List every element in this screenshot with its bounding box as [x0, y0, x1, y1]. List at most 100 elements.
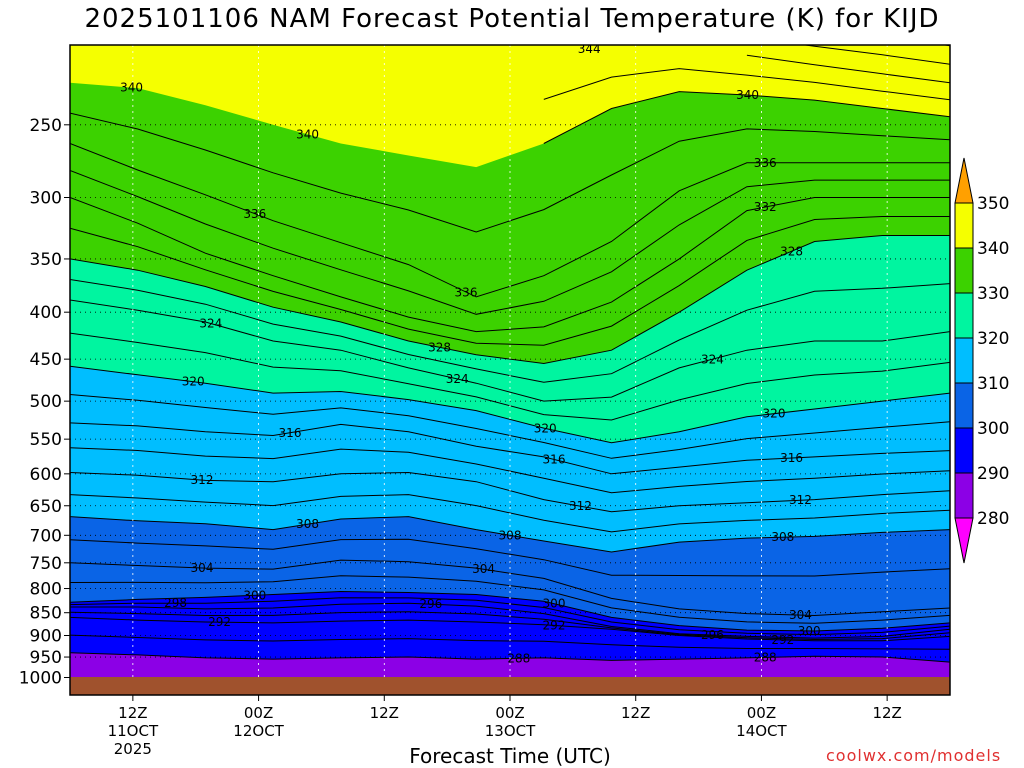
isentrope-348	[941, 45, 950, 47]
colorbar-bin-over	[954, 157, 974, 204]
contour-label: 340	[120, 81, 143, 95]
contour-label: 320	[182, 375, 205, 389]
chart-title: 2025101106 NAM Forecast Potential Temper…	[84, 4, 940, 34]
x-tick-label: 00Z	[747, 704, 776, 722]
contour-label: 340	[736, 88, 759, 102]
colorbar-bin-280-290	[954, 472, 974, 519]
contour-label: 336	[243, 207, 266, 221]
isentrope-346	[801, 45, 950, 65]
isentrope-332	[70, 197, 950, 333]
isentrope-342	[543, 68, 950, 101]
isentrope-306	[70, 538, 950, 577]
y-tick-label: 800	[30, 580, 62, 600]
contour-label: 308	[771, 530, 794, 544]
colorbar: 280 290 300 310 320 330 340 350	[954, 157, 1009, 564]
y-tick-label: 450	[30, 350, 62, 370]
contour-label: 316	[543, 452, 566, 466]
y-tick-label: 300	[30, 188, 62, 208]
contour-label: 324	[701, 352, 724, 366]
isentrope-344	[746, 54, 950, 84]
plot-area: 340 340 344 348 340 336 336 332 336 328 324 328 324 3…	[70, 20, 950, 695]
colorbar-label: 310	[977, 374, 1009, 394]
contour-label: 288	[507, 651, 530, 665]
colorbar-label: 350	[977, 194, 1009, 214]
x-tick-label: 14OCT	[736, 722, 787, 740]
contour-label: 328	[780, 244, 803, 258]
contour-label: 300	[543, 597, 566, 611]
contour-label: 324	[446, 372, 469, 386]
contour-label: 312	[789, 493, 812, 507]
x-tick-label: 2025	[114, 740, 152, 758]
y-tick-label: 650	[30, 497, 62, 517]
colorbar-bin-310-320	[954, 337, 974, 384]
y-tick-label: 1000	[19, 669, 62, 689]
y-tick-label: 400	[30, 303, 62, 323]
isentrope-292	[70, 616, 950, 642]
y-tick-label: 950	[30, 648, 62, 668]
contour-labels: 340 340 344 348 340 336 336 332 336 328 324 328 324 3…	[120, 20, 821, 665]
y-tick-label: 550	[30, 430, 62, 450]
contour-label: 312	[191, 473, 214, 487]
temperature-fill	[70, 45, 950, 695]
x-tick-label: 12OCT	[233, 722, 284, 740]
contour-label: 304	[472, 562, 495, 576]
colorbar-label: 300	[977, 419, 1009, 439]
x-tick-label: 12Z	[370, 704, 399, 722]
colorbar-bin-320-330	[954, 292, 974, 339]
contour-label: 304	[789, 608, 812, 622]
contour-label: 340	[296, 127, 319, 141]
y-axis: 2503003504004505005506006507007508008509…	[19, 116, 70, 689]
contour-label: 328	[428, 340, 451, 354]
x-tick-label: 12Z	[118, 704, 147, 722]
contour-label: 300	[243, 588, 266, 602]
isentrope-320	[70, 365, 950, 444]
x-tick-label: 12Z	[872, 704, 901, 722]
contour-label: 316	[279, 426, 302, 440]
contour-label: 348	[798, 20, 821, 34]
x-tick-label: 13OCT	[485, 722, 536, 740]
isentrope-330	[70, 216, 950, 346]
y-tick-label: 600	[30, 465, 62, 485]
y-tick-label: 900	[30, 626, 62, 646]
x-tick-label: 12Z	[621, 704, 650, 722]
contour-label: 292	[208, 615, 231, 629]
contour-label: 292	[543, 618, 566, 632]
x-axis-label: Forecast Time (UTC)	[409, 744, 611, 768]
contour-label: 336	[455, 285, 478, 299]
contour-label: 336	[754, 156, 777, 170]
contour-label: 312	[569, 499, 592, 513]
isentrope-340	[543, 91, 950, 144]
contour-label: 288	[754, 650, 777, 664]
y-tick-label: 850	[30, 604, 62, 624]
grid	[70, 45, 950, 695]
isentrope-310	[70, 494, 950, 533]
contour-label: 332	[754, 200, 777, 214]
x-tick-label: 11OCT	[108, 722, 159, 740]
contour-label: 292	[771, 633, 794, 647]
contour-label: 320	[534, 421, 557, 435]
contour-label: 308	[296, 517, 319, 531]
contour-label: 320	[763, 407, 786, 421]
contour-label: 344	[578, 42, 601, 56]
colorbar-bin-330-340	[954, 247, 974, 294]
colorbar-bin-290-300	[954, 427, 974, 474]
credit-text: coolwx.com/models	[826, 746, 1002, 765]
contour-label: 298	[164, 596, 187, 610]
contour-label: 300	[798, 624, 821, 638]
contour-label: 316	[780, 451, 803, 465]
isentrope-316	[70, 422, 950, 475]
contour-label: 324	[199, 317, 222, 331]
contour-label: 304	[191, 561, 214, 575]
isentrope-324	[70, 299, 950, 402]
contour-label: 296	[701, 628, 724, 642]
contour-label: 296	[419, 597, 442, 611]
colorbar-bin-340-350	[954, 202, 974, 249]
y-tick-label: 700	[30, 526, 62, 546]
y-tick-label: 250	[30, 116, 62, 136]
x-tick-label: 00Z	[495, 704, 524, 722]
colorbar-label: 330	[977, 284, 1009, 304]
colorbar-bin-under	[954, 517, 974, 564]
colorbar-label: 320	[977, 329, 1009, 349]
